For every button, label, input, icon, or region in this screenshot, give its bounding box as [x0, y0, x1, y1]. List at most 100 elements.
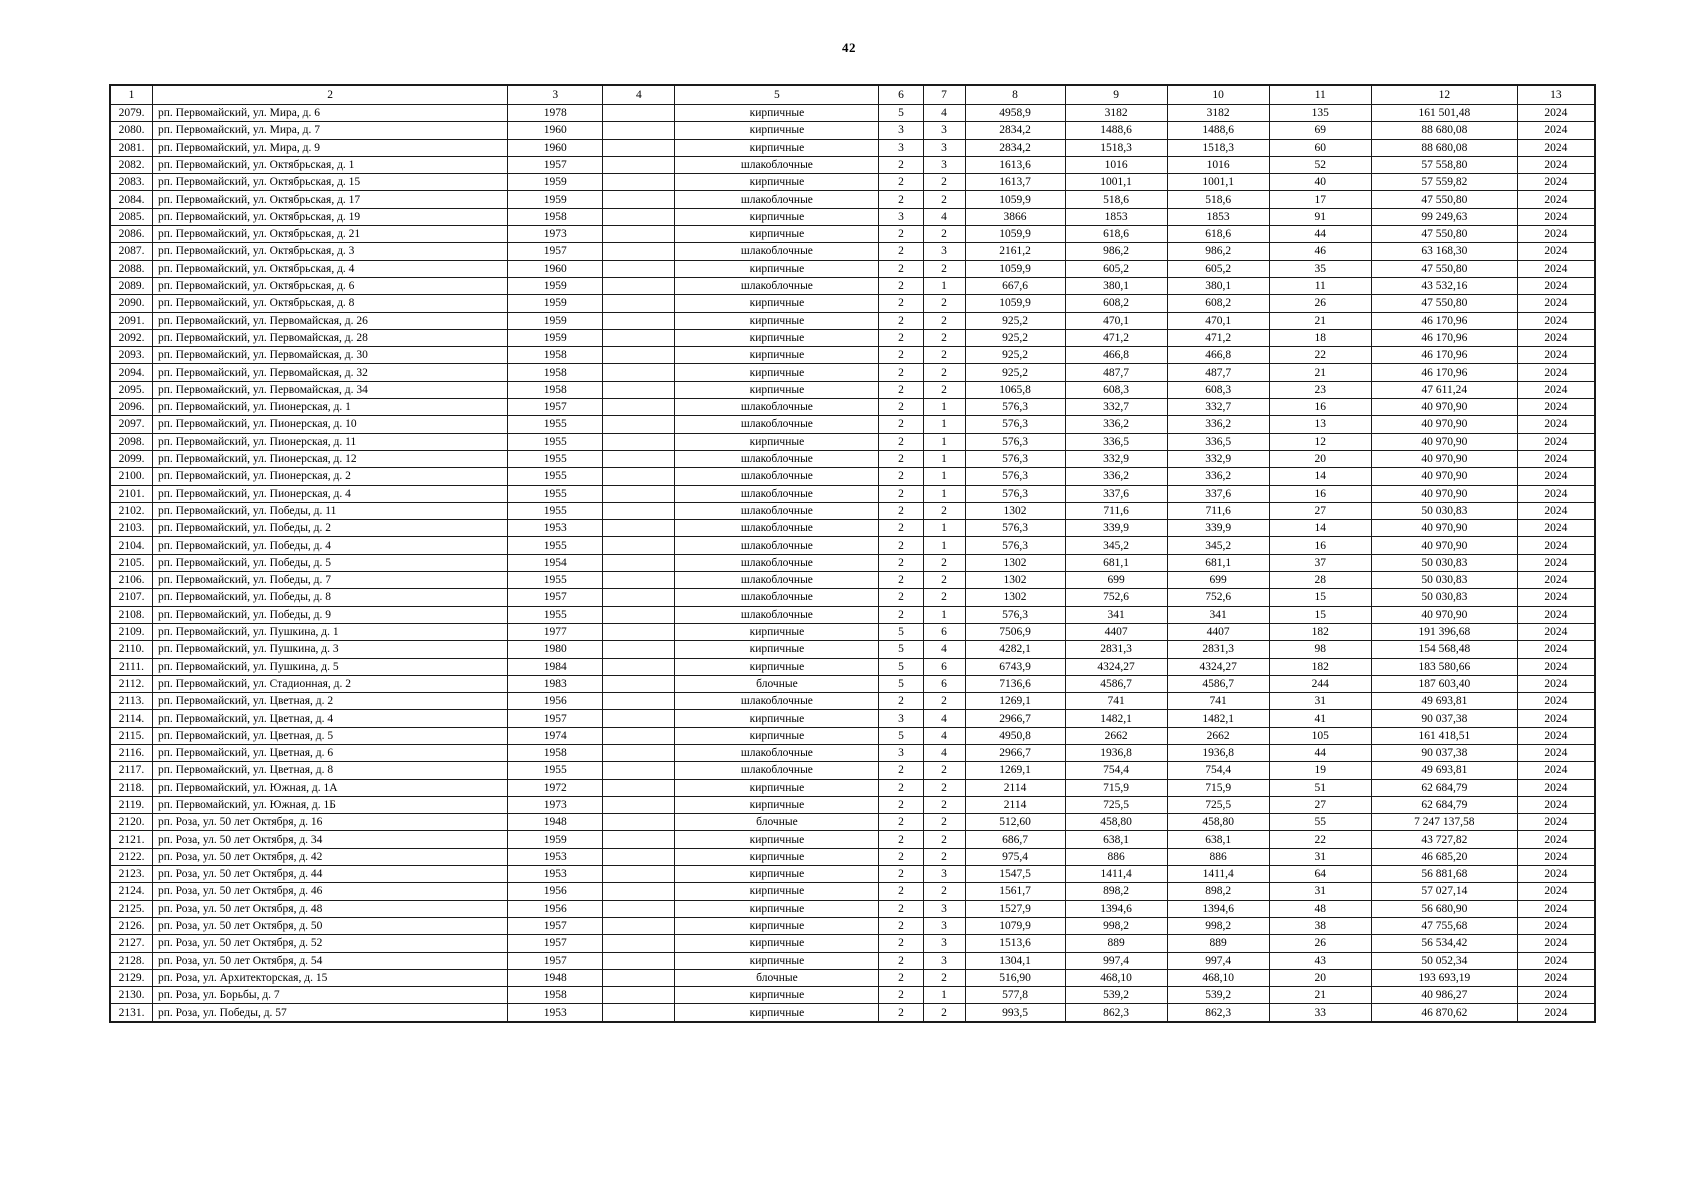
- table-row: 2109. рп. Первомайский, ул. Пушкина, д. 1…: [109, 622, 1596, 642]
- table-cell: 2114.: [109, 709, 154, 728]
- table-cell: 332,7: [1064, 398, 1168, 417]
- table-cell: рп. Первомайский, ул. Пионерская, д. 12: [152, 449, 509, 469]
- table-cell: 3: [878, 138, 924, 157]
- table-row: 2083. рп. Первомайский, ул. Октябрьская, …: [109, 173, 1596, 192]
- table-cell: 5: [878, 674, 924, 694]
- table-cell: 64: [1268, 865, 1372, 884]
- table-cell: 2024: [1516, 190, 1596, 209]
- table-cell: 6: [922, 674, 966, 694]
- table-cell: 88 680,08: [1370, 138, 1518, 157]
- table-cell: [602, 795, 676, 815]
- table-cell: 2124.: [109, 882, 154, 901]
- table-cell: рп. Первомайский, ул. Пионерская, д. 10: [152, 415, 509, 434]
- table-cell: 1: [922, 467, 966, 486]
- table-cell: 2024: [1516, 1003, 1596, 1022]
- table-cell: 22: [1268, 830, 1372, 849]
- table-cell: 3: [922, 155, 966, 175]
- table-cell: 13: [1268, 415, 1372, 434]
- housing-register-table: 1 2 3 4 5 6 7 8 9 10 11 12 13 2079. рп. Первомайский,…: [109, 84, 1596, 1023]
- table-cell: 975,4: [964, 847, 1066, 867]
- table-cell: 2098.: [109, 432, 154, 451]
- table-row: 2102. рп. Первомайский, ул. Победы, д. 11…: [109, 501, 1596, 521]
- table-cell: кирпичные: [674, 951, 880, 970]
- table-cell: 2131.: [109, 1003, 154, 1022]
- table-cell: 20: [1268, 968, 1372, 988]
- table-cell: 3: [922, 121, 966, 140]
- table-cell: 2024: [1516, 622, 1596, 642]
- table-cell: [602, 259, 676, 278]
- table-cell: шлакоблочные: [674, 743, 880, 763]
- table-cell: рп. Роза, ул. Победы, д. 57: [152, 1003, 509, 1022]
- table-cell: 2: [878, 519, 924, 538]
- table-cell: 2089.: [109, 276, 154, 296]
- table-row: 2080. рп. Первомайский, ул. Мира, д. 7 196…: [109, 121, 1596, 140]
- table-cell: 2: [878, 501, 924, 521]
- table-cell: рп. Первомайский, ул. Цветная, д. 2: [152, 692, 509, 711]
- table-cell: 2966,7: [964, 743, 1066, 763]
- table-cell: 341: [1166, 605, 1270, 624]
- table-cell: 2: [922, 778, 966, 797]
- table-cell: 2130.: [109, 986, 154, 1005]
- table-cell: 1959: [507, 173, 604, 192]
- table-cell: 2: [922, 692, 966, 711]
- table-cell: шлакоблочные: [674, 242, 880, 261]
- table-cell: [602, 519, 676, 538]
- table-cell: шлакоблочные: [674, 415, 880, 434]
- table-row: 2111. рп. Первомайский, ул. Пушкина, д. 5…: [109, 657, 1596, 676]
- table-cell: 986,2: [1064, 242, 1168, 261]
- table-cell: кирпичные: [674, 899, 880, 918]
- table-cell: [602, 484, 676, 503]
- table-cell: кирпичные: [674, 363, 880, 382]
- table-cell: 40 970,90: [1370, 605, 1518, 624]
- table-cell: 1: [922, 605, 966, 624]
- table-row: 2092. рп. Первомайский, ул. Первомайская,…: [109, 328, 1596, 348]
- table-cell: 1518,3: [1166, 138, 1270, 157]
- table-cell: рп. Роза, ул. 50 лет Октября, д. 54: [152, 951, 509, 970]
- table-cell: 18: [1268, 328, 1372, 348]
- table-cell: 711,6: [1166, 501, 1270, 521]
- table-cell: 2111.: [109, 657, 154, 676]
- table-cell: шлакоблочные: [674, 571, 880, 590]
- table-cell: 2084.: [109, 190, 154, 209]
- table-cell: 471,2: [1064, 328, 1168, 348]
- table-cell: 2: [922, 225, 966, 244]
- table-cell: 2: [922, 553, 966, 573]
- table-cell: кирпичные: [674, 865, 880, 884]
- table-cell: 2115.: [109, 726, 154, 745]
- table-cell: 925,2: [964, 328, 1066, 348]
- table-cell: 468,10: [1166, 968, 1270, 988]
- table-cell: 1059,9: [964, 225, 1066, 244]
- table-cell: 576,3: [964, 449, 1066, 469]
- table-cell: 2: [878, 415, 924, 434]
- table-cell: 46 170,96: [1370, 363, 1518, 382]
- table-cell: 336,2: [1064, 467, 1168, 486]
- table-cell: кирпичные: [674, 294, 880, 313]
- table-cell: 91: [1268, 207, 1372, 227]
- table-cell: 2024: [1516, 830, 1596, 849]
- table-cell: 925,2: [964, 346, 1066, 365]
- table-cell: 605,2: [1064, 259, 1168, 278]
- table-cell: 187 603,40: [1370, 674, 1518, 694]
- table-cell: [602, 813, 676, 832]
- table-cell: [602, 709, 676, 728]
- table-cell: 56 881,68: [1370, 865, 1518, 884]
- table-cell: 40 970,90: [1370, 484, 1518, 503]
- table-cell: 3: [878, 709, 924, 728]
- table-cell: 518,6: [1166, 190, 1270, 209]
- table-cell: кирпичные: [674, 830, 880, 849]
- table-cell: [602, 536, 676, 555]
- table-cell: 2091.: [109, 311, 154, 330]
- table-cell: рп. Первомайский, ул. Октябрьская, д. 17: [152, 190, 509, 209]
- table-cell: рп. Первомайский, ул. Цветная, д. 5: [152, 726, 509, 745]
- table-cell: 2024: [1516, 692, 1596, 711]
- table-cell: 2086.: [109, 225, 154, 244]
- table-cell: 2024: [1516, 847, 1596, 867]
- table-cell: 1957: [507, 934, 604, 953]
- table-cell: рп. Первомайский, ул. Мира, д. 9: [152, 138, 509, 157]
- table-cell: 1853: [1064, 207, 1168, 227]
- table-cell: рп. Первомайский, ул. Победы, д. 11: [152, 501, 509, 521]
- table-cell: 5: [878, 726, 924, 745]
- table-cell: рп. Роза, ул. Борьбы, д. 7: [152, 986, 509, 1005]
- table-row: 2131. рп. Роза, ул. Победы, д. 57 1953 кирп…: [109, 1003, 1596, 1022]
